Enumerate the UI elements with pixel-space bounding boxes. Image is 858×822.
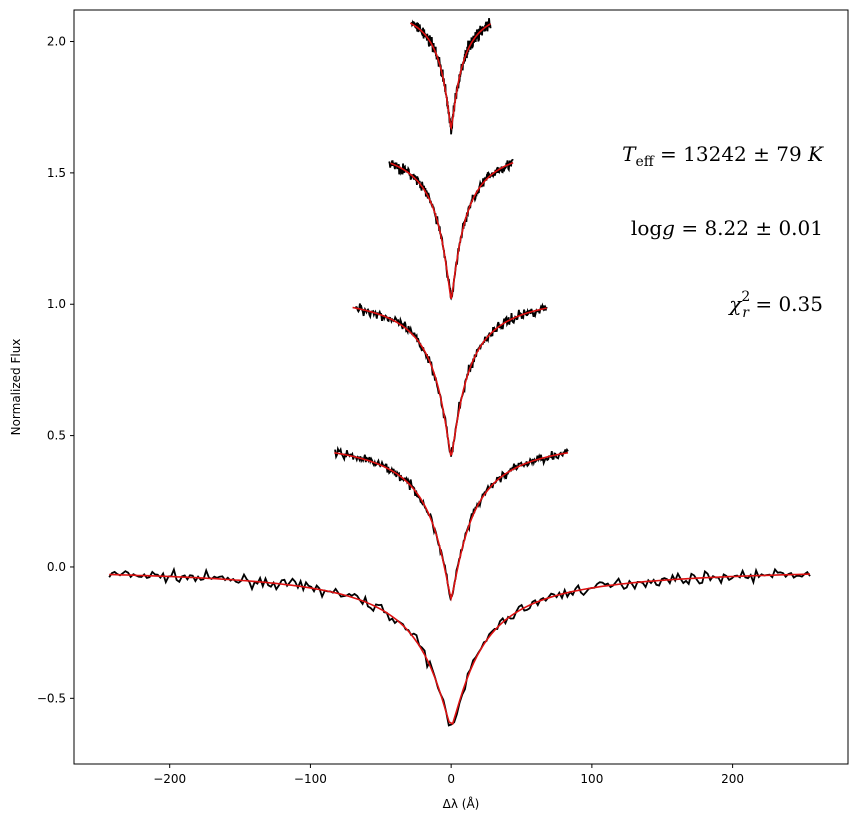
chi2-annotation: χ2 r = 0.35 <box>727 289 823 321</box>
x-axis: −200 −100 0 100 200 <box>153 764 744 786</box>
model-profile-3 <box>352 306 547 457</box>
x-axis-label: Δλ (Å) <box>443 796 480 811</box>
plot-frame <box>73 9 849 765</box>
x-tick-label: 200 <box>721 772 744 786</box>
observed-profile-2 <box>334 445 569 602</box>
observed-profile-4 <box>388 158 514 301</box>
model-profile-2 <box>334 452 569 602</box>
x-tick-label: −100 <box>294 772 327 786</box>
x-tick-label: 0 <box>447 772 455 786</box>
logg-annotation: logg = 8.22 ± 0.01 <box>631 216 823 240</box>
x-tick-label: 100 <box>580 772 603 786</box>
y-axis: −0.5 0.0 0.5 1.0 1.5 2.0 <box>37 35 74 705</box>
y-tick-label: 2.0 <box>47 35 66 49</box>
model-profile-5 <box>409 22 491 131</box>
y-axis-label: Normalized Flux <box>9 339 23 436</box>
model-profile-4 <box>390 161 514 299</box>
y-tick-label: 0.0 <box>47 560 66 574</box>
x-tick-label: −200 <box>153 772 186 786</box>
y-tick-label: 1.0 <box>47 297 66 311</box>
observed-profile-3 <box>354 302 548 457</box>
teff-annotation: Teff = 13242 ± 79 K <box>622 142 824 170</box>
y-tick-label: 0.5 <box>47 429 66 443</box>
y-tick-label: 1.5 <box>47 166 66 180</box>
observed-profile-5 <box>410 17 492 135</box>
series-layer <box>108 17 811 727</box>
y-tick-label: −0.5 <box>37 691 66 705</box>
model-profile-1 <box>109 573 811 725</box>
